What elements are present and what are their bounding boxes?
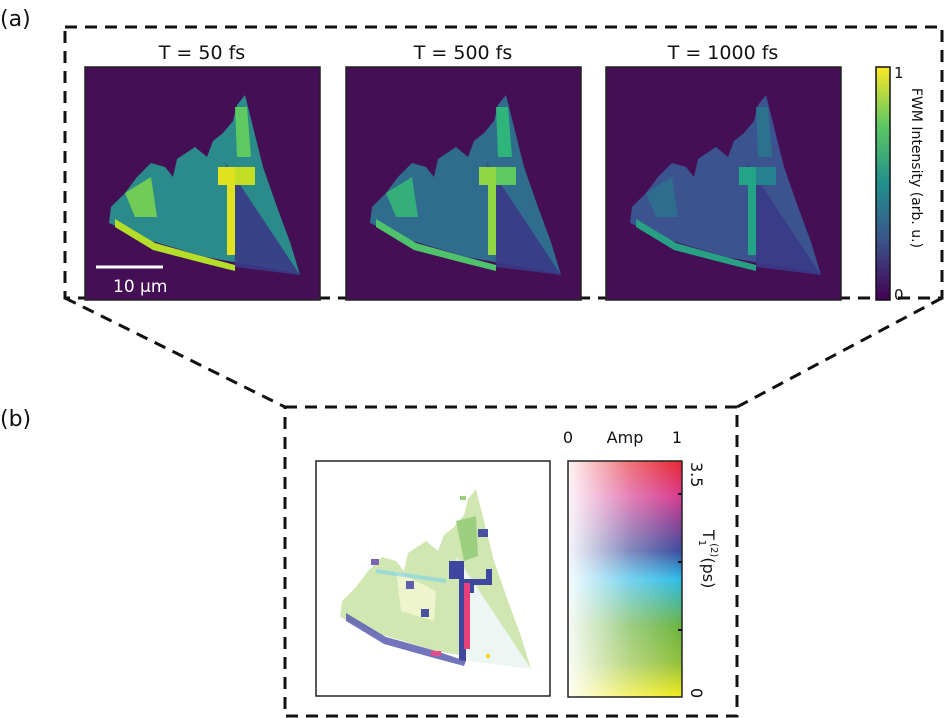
zoom-connector-right [736, 296, 943, 409]
amp-min-label: 0 [563, 428, 573, 447]
t1-colorbar-ticks [678, 493, 682, 631]
bright-ridge [739, 167, 756, 255]
fwm-image-3 [605, 66, 842, 301]
bright-edge [115, 219, 235, 271]
panel-b-label: (b) [0, 407, 31, 432]
fwm-colorbar-label: FWM Intensity (arb. u.) [908, 88, 924, 248]
image-title-2: T = 500 fs [413, 42, 513, 64]
fwm-colorbar-min: 0 [894, 286, 904, 304]
bright-edge [636, 219, 756, 271]
fwm-image-2 [345, 66, 582, 301]
t1-map-sample [340, 489, 531, 669]
magenta-stripe [464, 583, 470, 649]
blue-spot [478, 529, 488, 537]
amp-axis-label: Amp [607, 428, 644, 447]
t1-amp-colorbar-fade [567, 460, 683, 698]
fwm-colorbar [875, 66, 891, 301]
image-title-1: T = 50 fs [158, 42, 245, 64]
panel-a-label: (a) [0, 7, 31, 32]
scale-bar-label: 10 µm [113, 277, 167, 297]
zoom-connector-left [64, 296, 286, 409]
t1-min-label: 0 [687, 688, 706, 698]
bright-edge [376, 219, 496, 271]
t1-max-label: 3.5 [687, 462, 706, 487]
panel-b-dashed-frame [283, 405, 739, 718]
bright-ridge [479, 167, 496, 255]
amp-max-label: 1 [672, 428, 682, 447]
fwm-colorbar-max: 1 [894, 64, 904, 82]
image-title-3: T = 1000 fs [667, 42, 779, 64]
fwm-image-row: T = 50 fs T = 500 fs T = 1000 fs [84, 42, 842, 301]
t1-axis-label: T1(2)(ps) [696, 529, 719, 588]
bright-ridge [218, 167, 235, 255]
fwm-image-1 [84, 66, 321, 301]
